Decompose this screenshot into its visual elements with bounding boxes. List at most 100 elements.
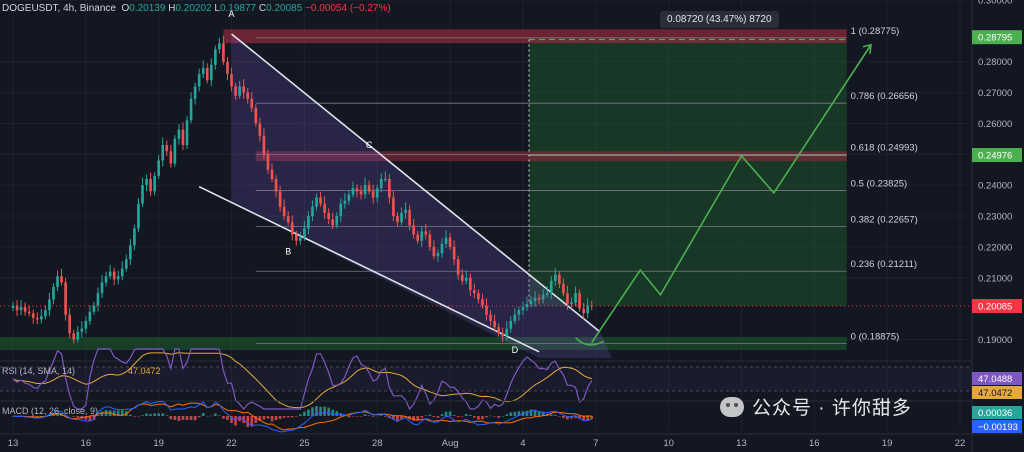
fib-label: 1 (0.28775) xyxy=(851,26,900,37)
price-tick-label: 0.28000 xyxy=(978,57,1012,68)
price-tick-label: 0.26000 xyxy=(978,119,1012,130)
macd-histogram-bar xyxy=(359,416,363,417)
candle-body xyxy=(440,243,444,254)
macd-histogram-bar xyxy=(566,416,569,420)
candle-body xyxy=(222,43,225,62)
candle-body xyxy=(72,333,76,340)
macd-histogram-bar xyxy=(493,416,496,417)
candle-body xyxy=(294,234,298,241)
macd-histogram-bar xyxy=(84,416,88,420)
wedge-fill xyxy=(231,33,612,359)
candle-body xyxy=(416,234,420,241)
macd-histogram-bar xyxy=(509,412,513,416)
rsi-ma-value: 47.0472 xyxy=(128,366,161,376)
macd-histogram-bar xyxy=(323,406,326,416)
watermark-text: 公众号 · 许你甜多 xyxy=(752,398,912,419)
price-axis: 0.300000.280000.270000.260000.250000.240… xyxy=(971,0,1022,452)
time-tick-label: 28 xyxy=(372,438,383,449)
candle-body xyxy=(270,169,274,179)
price-badge xyxy=(972,148,1022,163)
candle-body xyxy=(355,188,359,192)
symbol-header[interactable]: DOGEUSDT, 4h, Binance O0.20139 H0.20202 … xyxy=(2,3,391,14)
macd-histogram-bar xyxy=(218,415,221,416)
candle-body xyxy=(347,194,351,201)
candle-body xyxy=(197,74,201,87)
resistance-zone-upper xyxy=(223,29,847,44)
candle-body xyxy=(335,216,339,226)
bounce-curve xyxy=(575,337,605,346)
candle-body xyxy=(448,237,452,247)
macd-histogram-bar xyxy=(246,416,250,427)
price-tick-label: 0.21000 xyxy=(978,273,1012,284)
candle-body xyxy=(420,231,424,241)
price-tick-label: 0.27000 xyxy=(978,88,1012,99)
candle-body xyxy=(339,203,343,217)
wedge-label: C xyxy=(366,140,373,150)
macd-histogram-bar xyxy=(392,416,395,420)
macd-histogram-bar xyxy=(590,416,594,420)
candle-body xyxy=(477,293,480,300)
candle-body xyxy=(388,179,391,198)
candle-body xyxy=(473,290,476,294)
macd-histogram-bar xyxy=(173,416,177,420)
time-tick-label: 7 xyxy=(593,438,598,449)
candle-body xyxy=(193,86,197,99)
candle-body xyxy=(468,277,472,291)
candle-body xyxy=(185,120,189,146)
macd-histogram-bar xyxy=(282,416,286,418)
candle-body xyxy=(400,212,403,223)
symbol-name: DOGEUSDT, 4h, Binance xyxy=(2,3,116,14)
candle-body xyxy=(319,197,322,204)
candle-body xyxy=(27,311,31,314)
macd-histogram-bar xyxy=(367,415,371,416)
price-badge xyxy=(972,298,1022,313)
fib-label: 0 (0.18875) xyxy=(851,331,900,342)
macd-histogram-bar xyxy=(319,406,322,416)
measure-tooltip: 0.08720 (43.47%) 8720 xyxy=(660,11,779,28)
macd-histogram-bar xyxy=(40,416,43,417)
candle-body xyxy=(278,191,282,207)
macd-histogram-bar xyxy=(286,416,290,418)
candle-body xyxy=(290,222,294,235)
candle-body xyxy=(286,216,290,223)
candle-body xyxy=(307,216,310,229)
macd-histogram-bar xyxy=(412,416,415,421)
macd-signal-badge-label: −0.00193 xyxy=(978,422,1018,433)
candle-body xyxy=(460,274,464,281)
candle-body xyxy=(553,274,557,281)
candle-body xyxy=(343,200,347,204)
wedge-lower-line xyxy=(198,185,540,353)
open-value: 0.20139 xyxy=(129,3,166,14)
watermark: 公众号 · 许你甜多 xyxy=(720,393,912,420)
candle-body xyxy=(537,297,541,300)
candle-body xyxy=(582,308,585,314)
falling-wedge: A B C D xyxy=(198,9,612,359)
macd-histogram-bar xyxy=(501,416,505,417)
candle-body xyxy=(145,179,148,186)
high-label: H xyxy=(168,3,176,14)
candle-body xyxy=(392,197,395,217)
macd-histogram-bar xyxy=(473,416,476,418)
candle-body xyxy=(464,277,468,281)
price-badge-label: 0.28795 xyxy=(978,33,1012,44)
candle-body xyxy=(497,327,500,334)
candle-body xyxy=(428,234,432,247)
candle-body xyxy=(149,179,152,192)
candle-body xyxy=(327,212,330,220)
candle-body xyxy=(452,246,456,260)
candle-body xyxy=(303,228,306,238)
macd-histogram-bar xyxy=(444,411,448,416)
fib-label: 0.618 (0.24993) xyxy=(851,143,918,154)
macd-histogram-bar xyxy=(116,410,120,416)
projection xyxy=(575,43,872,346)
candle-body xyxy=(574,293,577,303)
price-tick-label: 0.24000 xyxy=(978,181,1012,192)
fib-label: 0.5 (0.23825) xyxy=(851,179,908,190)
candle-body xyxy=(299,237,302,241)
close-label: C xyxy=(258,3,267,14)
macd-histogram-bar xyxy=(558,416,561,417)
candle-body xyxy=(246,92,250,99)
candle-body xyxy=(432,246,436,257)
macd-histogram-bar xyxy=(396,416,399,422)
